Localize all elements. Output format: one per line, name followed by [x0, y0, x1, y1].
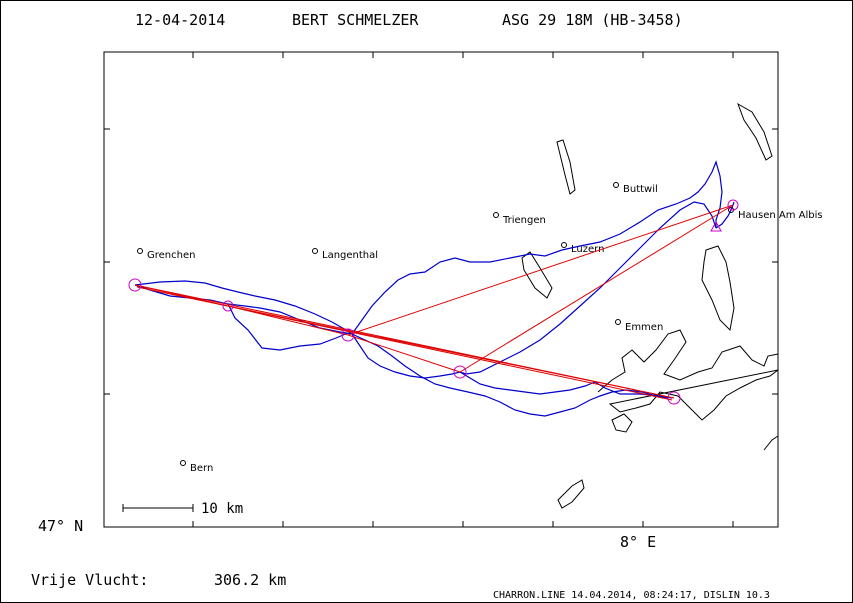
header-glider: ASG 29 18M (HB-3458) [502, 11, 683, 29]
place-label-hausen-am-albis: Hausen Am Albis [738, 210, 823, 221]
flight-track [135, 162, 734, 416]
place-label-langenthal: Langenthal [322, 250, 378, 261]
place-label-luzern: Luzern [571, 244, 604, 255]
lon-axis-label: 8° E [620, 533, 656, 551]
lake-hallwil [557, 140, 575, 194]
lake-zurich [738, 104, 772, 160]
lake-outlines [522, 104, 778, 508]
scale-bar [123, 504, 193, 512]
lake-sarnen [612, 414, 632, 432]
credits-line: CHARRON.LINE 14.04.2014, 08:24:17, DISLI… [493, 590, 770, 601]
lake-south [558, 480, 584, 508]
place-label-buttwil: Buttwil [623, 184, 658, 195]
place-label-grenchen: Grenchen [147, 250, 195, 261]
place-label-triengen: Triengen [502, 215, 546, 226]
place-label-emmen: Emmen [625, 322, 663, 333]
place-label-bern: Bern [190, 463, 213, 474]
lake-lucerne [598, 330, 778, 420]
header-pilot: BERT SCHMELZER [292, 11, 419, 29]
distance-label: Vrije Vlucht: [31, 571, 148, 589]
lake-east [764, 436, 778, 450]
distance-value: 306.2 km [214, 571, 286, 589]
plot-frame [104, 52, 778, 527]
lake-zug [702, 246, 734, 330]
header-date: 12-04-2014 [135, 11, 225, 29]
axis-ticks [104, 52, 778, 527]
lat-axis-label: 47° N [38, 517, 83, 535]
scale-bar-label: 10 km [201, 501, 243, 517]
